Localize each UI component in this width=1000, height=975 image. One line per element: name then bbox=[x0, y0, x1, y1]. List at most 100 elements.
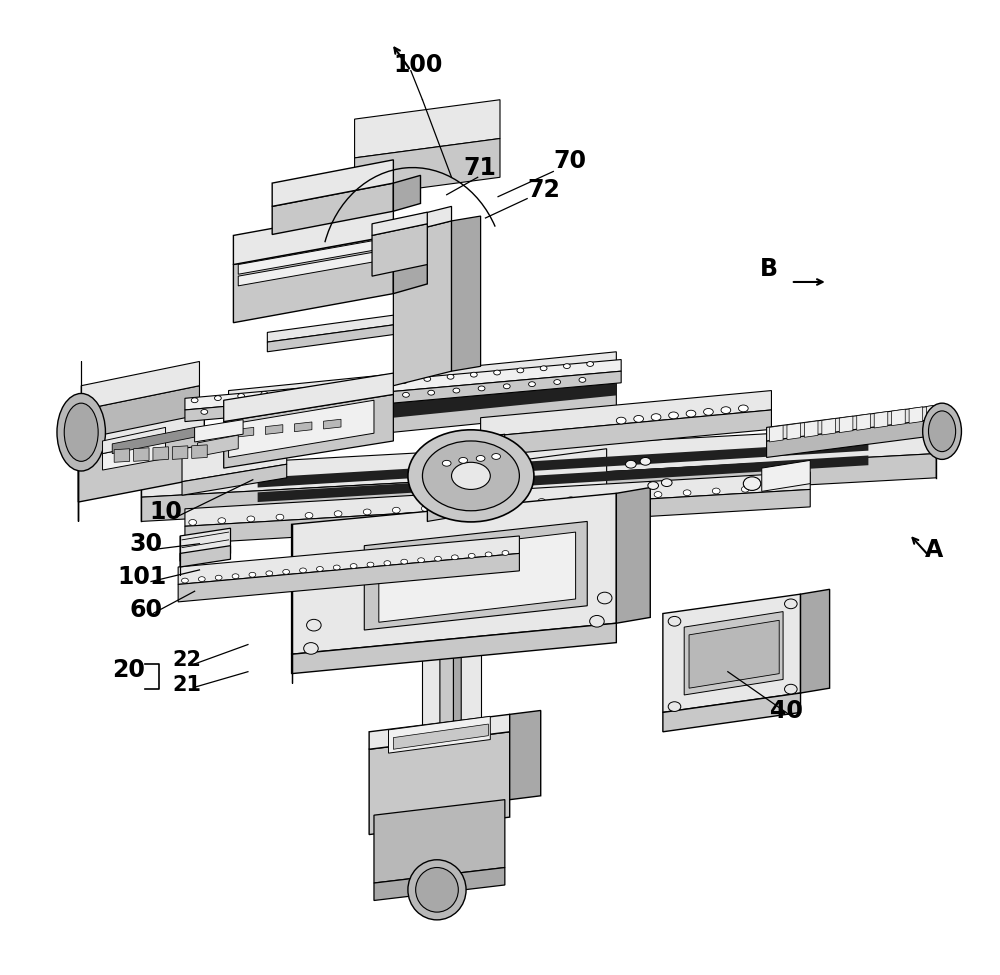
Ellipse shape bbox=[416, 868, 458, 913]
Ellipse shape bbox=[408, 860, 466, 919]
Ellipse shape bbox=[307, 619, 321, 631]
Ellipse shape bbox=[226, 408, 233, 412]
Ellipse shape bbox=[334, 511, 342, 517]
Polygon shape bbox=[134, 448, 149, 461]
Ellipse shape bbox=[182, 578, 188, 583]
Ellipse shape bbox=[363, 509, 371, 515]
Ellipse shape bbox=[590, 615, 604, 627]
Ellipse shape bbox=[686, 410, 696, 417]
Ellipse shape bbox=[668, 702, 681, 712]
Polygon shape bbox=[379, 532, 576, 622]
Text: 72: 72 bbox=[527, 177, 560, 202]
Ellipse shape bbox=[251, 406, 258, 410]
Polygon shape bbox=[178, 536, 519, 584]
Polygon shape bbox=[224, 395, 393, 468]
Ellipse shape bbox=[377, 395, 384, 400]
Ellipse shape bbox=[421, 505, 429, 511]
Polygon shape bbox=[892, 410, 905, 426]
Text: 60: 60 bbox=[130, 599, 163, 622]
Ellipse shape bbox=[459, 457, 468, 463]
Ellipse shape bbox=[563, 364, 570, 369]
Ellipse shape bbox=[626, 460, 636, 468]
Ellipse shape bbox=[669, 412, 678, 419]
Polygon shape bbox=[909, 407, 923, 423]
Ellipse shape bbox=[350, 564, 357, 568]
Polygon shape bbox=[81, 362, 199, 410]
Polygon shape bbox=[272, 160, 393, 207]
Ellipse shape bbox=[352, 397, 359, 402]
Ellipse shape bbox=[64, 403, 98, 461]
Ellipse shape bbox=[654, 491, 662, 497]
Ellipse shape bbox=[238, 394, 245, 399]
Polygon shape bbox=[114, 448, 130, 462]
Ellipse shape bbox=[435, 557, 441, 562]
Ellipse shape bbox=[447, 374, 454, 379]
Ellipse shape bbox=[392, 507, 400, 513]
Ellipse shape bbox=[741, 487, 749, 492]
Ellipse shape bbox=[214, 396, 221, 401]
Ellipse shape bbox=[928, 410, 956, 451]
Ellipse shape bbox=[634, 415, 643, 422]
Polygon shape bbox=[153, 447, 168, 460]
Ellipse shape bbox=[452, 462, 490, 489]
Ellipse shape bbox=[597, 592, 612, 604]
Polygon shape bbox=[236, 427, 254, 437]
Polygon shape bbox=[857, 413, 870, 430]
Polygon shape bbox=[192, 445, 207, 458]
Polygon shape bbox=[787, 423, 801, 440]
Polygon shape bbox=[801, 589, 830, 693]
Ellipse shape bbox=[923, 403, 961, 459]
Polygon shape bbox=[185, 472, 810, 526]
Ellipse shape bbox=[316, 566, 323, 571]
Polygon shape bbox=[81, 386, 199, 439]
Polygon shape bbox=[198, 435, 238, 456]
Ellipse shape bbox=[442, 460, 451, 466]
Polygon shape bbox=[182, 464, 287, 495]
Polygon shape bbox=[767, 417, 946, 457]
Polygon shape bbox=[369, 732, 510, 835]
Polygon shape bbox=[369, 715, 510, 749]
Ellipse shape bbox=[283, 569, 290, 574]
Polygon shape bbox=[229, 381, 616, 448]
Polygon shape bbox=[440, 466, 453, 737]
Polygon shape bbox=[238, 249, 391, 286]
Ellipse shape bbox=[596, 495, 604, 501]
Polygon shape bbox=[355, 99, 500, 158]
Polygon shape bbox=[185, 489, 810, 544]
Polygon shape bbox=[452, 216, 481, 371]
Ellipse shape bbox=[743, 477, 761, 490]
Polygon shape bbox=[767, 404, 946, 441]
Text: 40: 40 bbox=[770, 699, 802, 723]
Ellipse shape bbox=[266, 571, 273, 575]
Ellipse shape bbox=[738, 405, 748, 411]
Ellipse shape bbox=[333, 566, 340, 570]
Polygon shape bbox=[481, 410, 771, 456]
Ellipse shape bbox=[579, 377, 586, 382]
Polygon shape bbox=[393, 221, 452, 386]
Polygon shape bbox=[762, 460, 810, 491]
Polygon shape bbox=[453, 464, 461, 735]
Polygon shape bbox=[663, 594, 801, 713]
Polygon shape bbox=[663, 693, 801, 732]
Ellipse shape bbox=[468, 554, 475, 559]
Text: 101: 101 bbox=[117, 566, 166, 590]
Polygon shape bbox=[238, 237, 391, 274]
Polygon shape bbox=[684, 611, 783, 695]
Polygon shape bbox=[393, 176, 421, 212]
Ellipse shape bbox=[470, 372, 477, 377]
Text: 20: 20 bbox=[112, 657, 145, 682]
Text: 21: 21 bbox=[172, 675, 201, 695]
Polygon shape bbox=[258, 441, 868, 488]
Ellipse shape bbox=[327, 399, 334, 404]
Text: 71: 71 bbox=[463, 156, 496, 180]
Ellipse shape bbox=[57, 394, 105, 471]
Polygon shape bbox=[258, 455, 868, 502]
Polygon shape bbox=[804, 421, 818, 437]
Polygon shape bbox=[272, 183, 393, 234]
Polygon shape bbox=[389, 717, 490, 753]
Ellipse shape bbox=[476, 455, 485, 461]
Ellipse shape bbox=[302, 401, 309, 406]
Polygon shape bbox=[374, 800, 505, 883]
Ellipse shape bbox=[277, 403, 283, 408]
Ellipse shape bbox=[648, 482, 659, 489]
